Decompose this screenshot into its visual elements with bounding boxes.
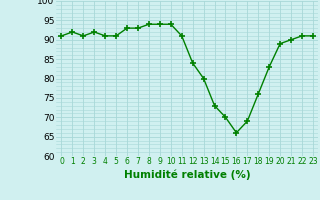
X-axis label: Humidité relative (%): Humidité relative (%): [124, 169, 251, 180]
